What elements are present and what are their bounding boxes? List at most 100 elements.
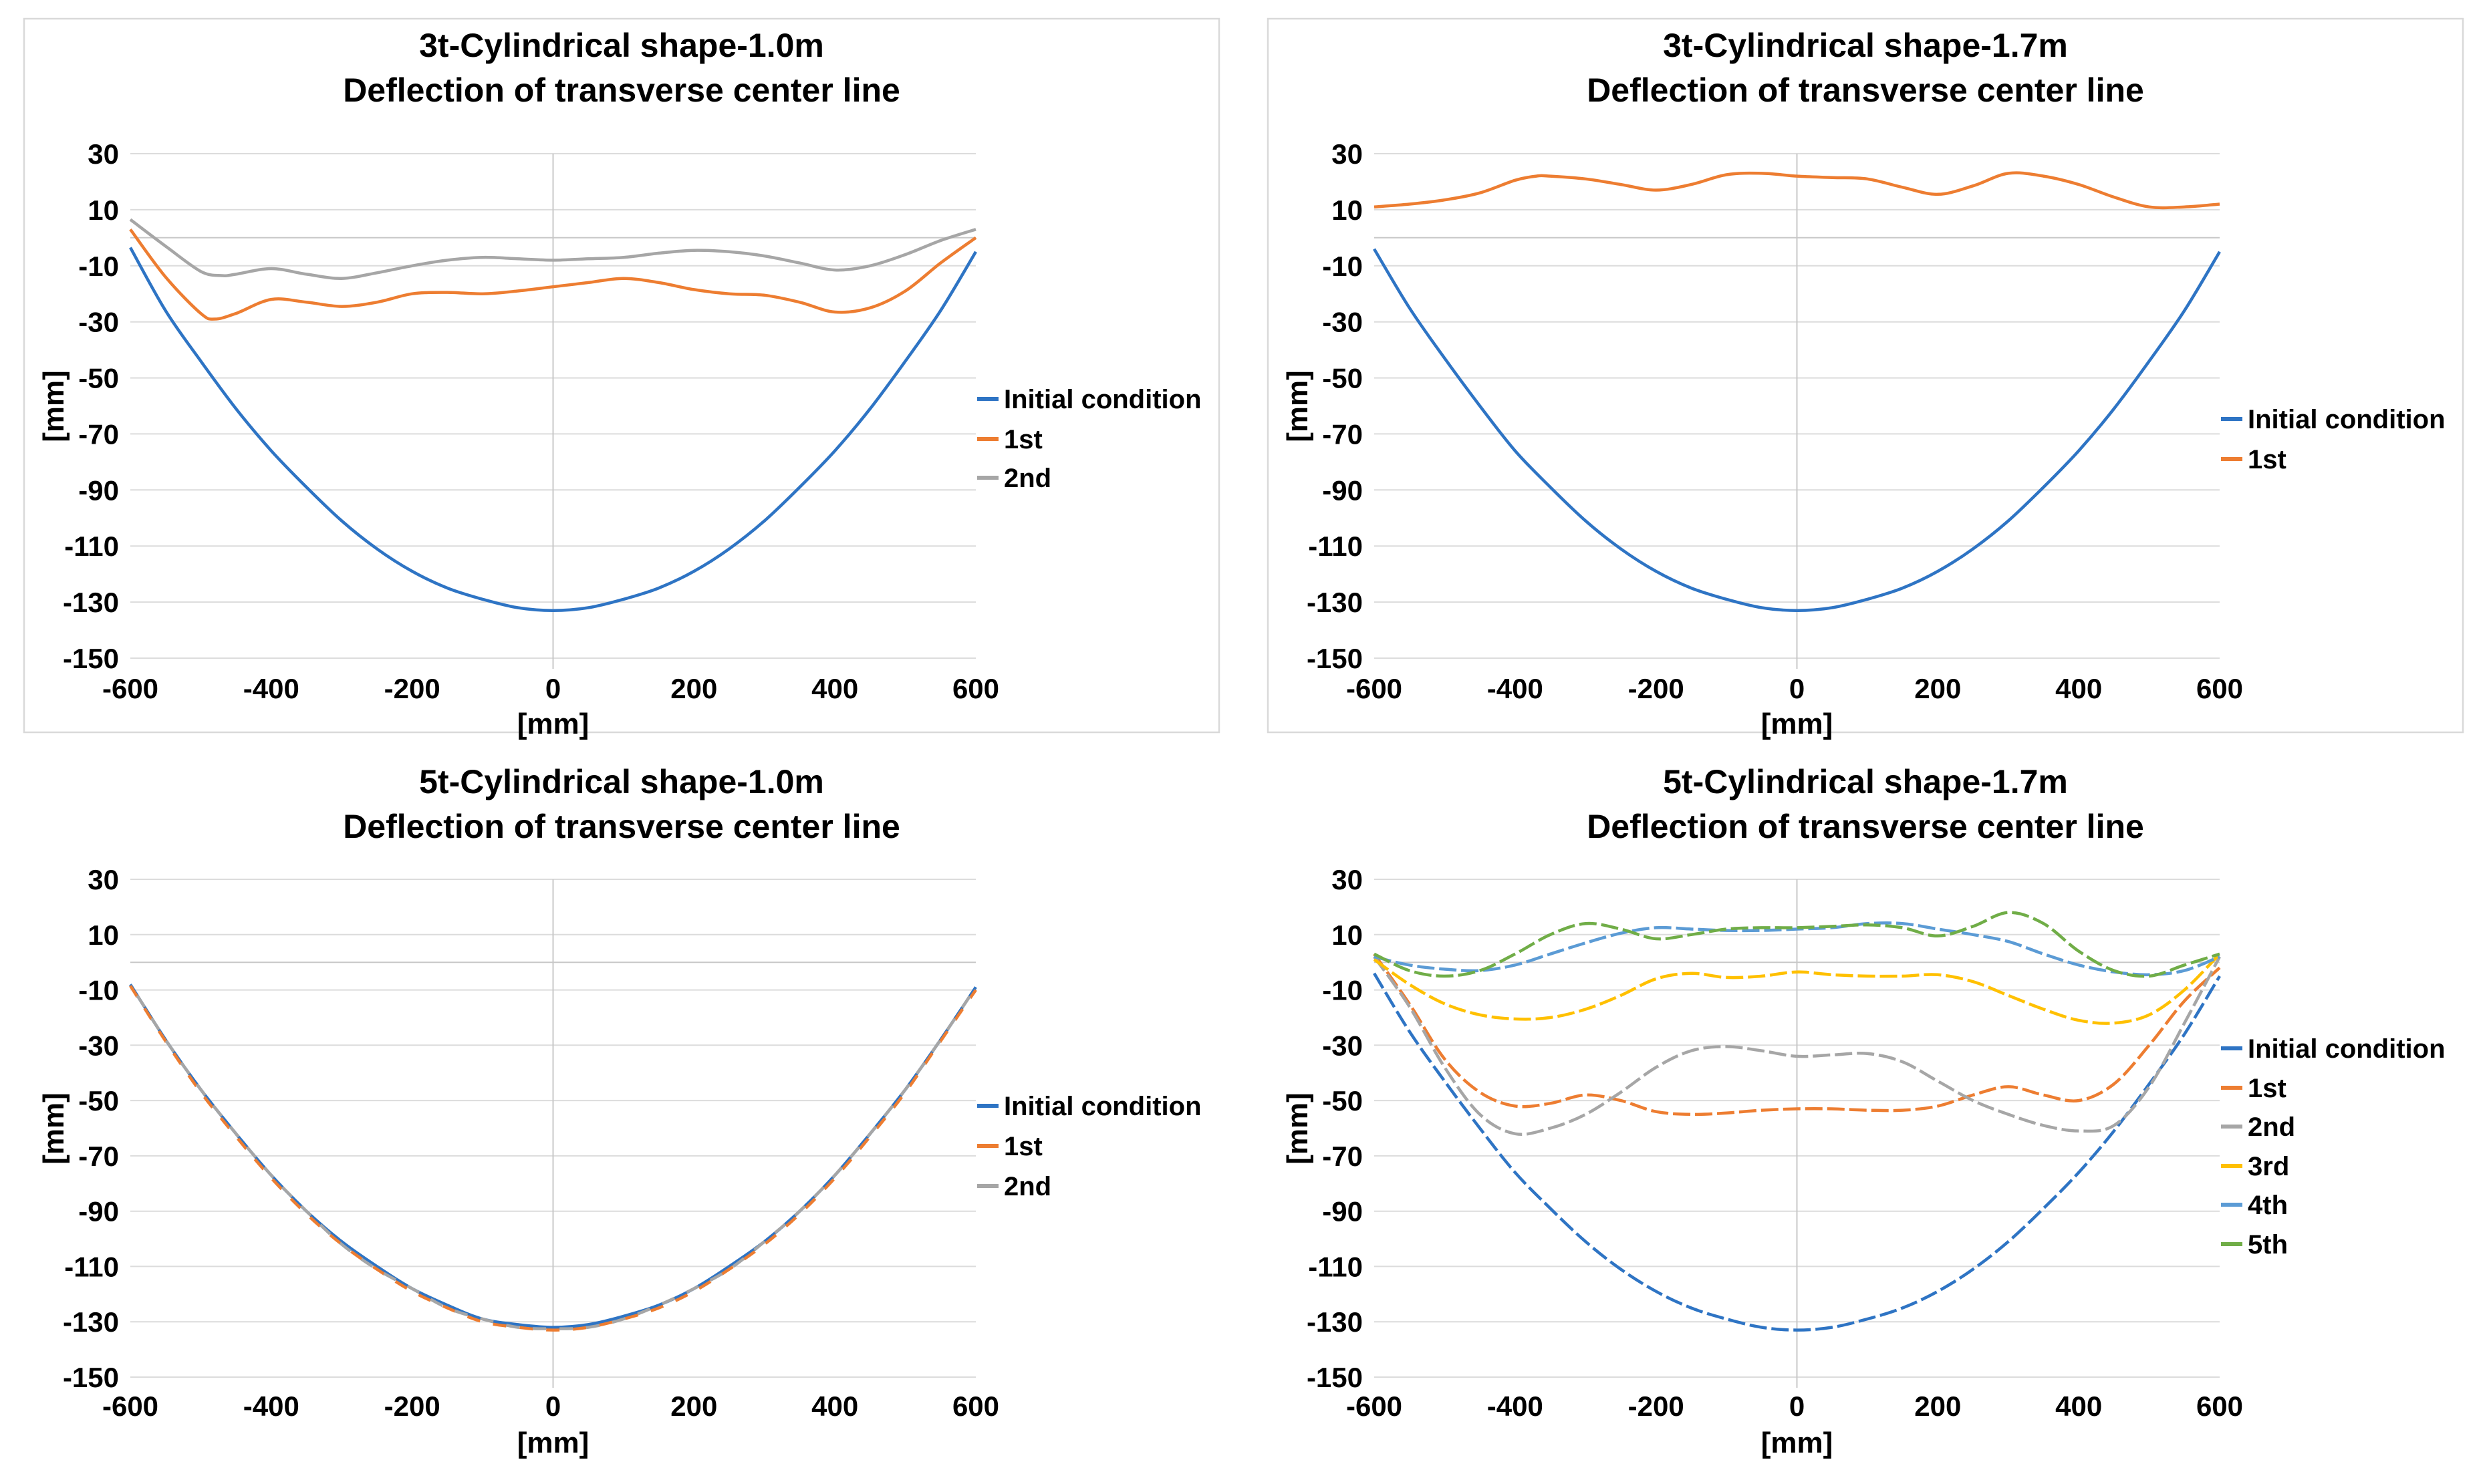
y-tick-label: -110 xyxy=(64,531,119,562)
legend: Initial condition 1st xyxy=(2221,405,2446,474)
series-line-initial-condition xyxy=(1373,972,2221,1332)
x-tick-label: 0 xyxy=(545,1390,561,1422)
x-tick-label: -400 xyxy=(243,1390,299,1422)
x-tick-label: 600 xyxy=(952,1390,999,1422)
x-tick-label: -200 xyxy=(384,1390,440,1422)
chart-title: 5t-Cylindrical shape-1.0m xyxy=(419,763,824,800)
legend-label-1st: 1st xyxy=(1004,425,1043,454)
x-tick-label: -600 xyxy=(102,673,158,704)
y-tick-label: -30 xyxy=(78,1030,119,1061)
y-tick-label: -90 xyxy=(1322,1196,1363,1227)
x-tick-label: 0 xyxy=(545,673,561,704)
legend-label-4th: 4th xyxy=(2248,1191,2288,1220)
x-tick-label: -200 xyxy=(1628,1390,1684,1422)
legend-label-1st: 1st xyxy=(1004,1132,1043,1161)
y-tick-label: -10 xyxy=(78,251,119,282)
legend-label-2nd: 2nd xyxy=(1004,464,1051,493)
legend: Initial condition 1st 2nd 3rd 4th 5th xyxy=(2221,1034,2446,1259)
gridlines xyxy=(1374,879,2220,1388)
series-line-1st xyxy=(1373,953,2221,1117)
x-axis-label: [mm] xyxy=(517,708,590,740)
chart-subtitle: Deflection of transverse center line xyxy=(343,808,900,845)
chart-border xyxy=(23,17,1220,734)
chart-subtitle: Deflection of transverse center line xyxy=(343,71,900,109)
y-axis-label: [mm] xyxy=(37,370,70,442)
x-tick-label: 200 xyxy=(670,673,717,704)
x-tick-label: 0 xyxy=(1789,1390,1805,1422)
y-tick-label: 10 xyxy=(1331,194,1363,226)
y-tick-label: -90 xyxy=(78,474,119,506)
y-tick-label: 30 xyxy=(88,138,119,170)
gridlines xyxy=(130,879,976,1388)
y-axis-label: [mm] xyxy=(1281,370,1314,442)
y-tick-label: -90 xyxy=(78,1196,119,1227)
x-tick-label: 0 xyxy=(1789,673,1805,704)
legend-label-initial-condition: Initial condition xyxy=(1004,1092,1202,1121)
series-line-4th xyxy=(1373,921,2220,977)
x-tick-label: 600 xyxy=(2196,673,2243,704)
x-tick-label: -600 xyxy=(1346,1390,1402,1422)
y-tick-label: -130 xyxy=(1307,1306,1363,1338)
y-tick-label: -50 xyxy=(78,363,119,394)
y-tick-label: -50 xyxy=(1322,363,1363,394)
y-tick-label: 10 xyxy=(88,194,119,226)
legend: Initial condition 1st 2nd xyxy=(977,1092,1202,1201)
x-tick-label: -400 xyxy=(1487,673,1543,704)
series-line-initial-condition xyxy=(129,984,977,1329)
series-line-1st xyxy=(129,228,977,321)
x-tick-label: 400 xyxy=(811,673,858,704)
chart-title: 3t-Cylindrical shape-1.0m xyxy=(419,27,824,64)
x-tick-label: -600 xyxy=(102,1390,158,1422)
chart-subtitle: Deflection of transverse center line xyxy=(1587,808,2144,845)
chart-panel-5t-cylindrical-1.0m: 5t-Cylindrical shape-1.0m Deflection of t… xyxy=(0,742,1243,1484)
y-tick-label: -50 xyxy=(1322,1085,1363,1117)
gridlines xyxy=(130,153,976,669)
y-tick-label: 30 xyxy=(1331,864,1363,895)
x-axis-label: [mm] xyxy=(1761,708,1833,740)
series-line-2nd xyxy=(1373,955,2221,1136)
chart-panel-3t-cylindrical-1.7m: 3t-Cylindrical shape-1.7m Deflection of t… xyxy=(1244,0,2487,742)
y-tick-label: -150 xyxy=(63,1362,119,1393)
legend-label-3rd: 3rd xyxy=(2248,1152,2289,1181)
x-axis-label: [mm] xyxy=(1761,1427,1833,1459)
x-tick-label: -600 xyxy=(1346,673,1402,704)
y-tick-label: -130 xyxy=(63,587,119,618)
x-tick-label: -200 xyxy=(384,673,440,704)
y-tick-label: -130 xyxy=(63,1306,119,1338)
y-tick-label: -30 xyxy=(1322,307,1363,338)
x-tick-label: -400 xyxy=(243,673,299,704)
series-line-1st xyxy=(129,985,977,1332)
y-tick-label: -50 xyxy=(78,1085,119,1117)
chart-panel-5t-cylindrical-1.7m: 5t-Cylindrical shape-1.7m Deflection of t… xyxy=(1244,742,2487,1484)
chart-panel-3t-cylindrical-1.0m: 3t-Cylindrical shape-1.0m Deflection of t… xyxy=(0,0,1243,742)
y-tick-label: 10 xyxy=(1331,919,1363,951)
legend-label-initial-condition: Initial condition xyxy=(2248,1034,2446,1064)
y-tick-label: -10 xyxy=(1322,251,1363,282)
chart-3t-cylindrical-1.0m: 3t-Cylindrical shape-1.0m Deflection of t… xyxy=(23,17,1220,740)
gridlines xyxy=(1374,153,2220,669)
x-axis-label: [mm] xyxy=(517,1427,590,1459)
chart-5t-cylindrical-1.0m: 5t-Cylindrical shape-1.0m Deflection of t… xyxy=(37,763,1202,1459)
y-tick-label: -70 xyxy=(1322,1141,1363,1172)
chart-title: 3t-Cylindrical shape-1.7m xyxy=(1663,27,2068,64)
x-tick-label: 400 xyxy=(2055,1390,2102,1422)
x-tick-label: -400 xyxy=(1487,1390,1543,1422)
y-tick-label: -30 xyxy=(78,307,119,338)
series-line-initial-condition xyxy=(129,247,977,612)
y-tick-label: -130 xyxy=(1307,587,1363,618)
y-tick-label: -110 xyxy=(1308,1251,1363,1282)
series-line-initial-condition xyxy=(1373,248,2221,612)
x-tick-label: 400 xyxy=(2055,673,2102,704)
x-tick-label: 600 xyxy=(2196,1390,2243,1422)
legend-label-1st: 1st xyxy=(2248,445,2286,474)
x-tick-label: 200 xyxy=(1914,1390,1961,1422)
chart-subtitle: Deflection of transverse center line xyxy=(1587,71,2144,109)
y-tick-label: 30 xyxy=(88,864,119,895)
legend-label-initial-condition: Initial condition xyxy=(2248,405,2446,434)
chart-border xyxy=(1267,17,2464,734)
y-tick-label: -150 xyxy=(1307,643,1363,674)
x-tick-label: 200 xyxy=(670,1390,717,1422)
y-tick-label: -110 xyxy=(64,1251,119,1282)
series-line-2nd xyxy=(129,218,976,280)
